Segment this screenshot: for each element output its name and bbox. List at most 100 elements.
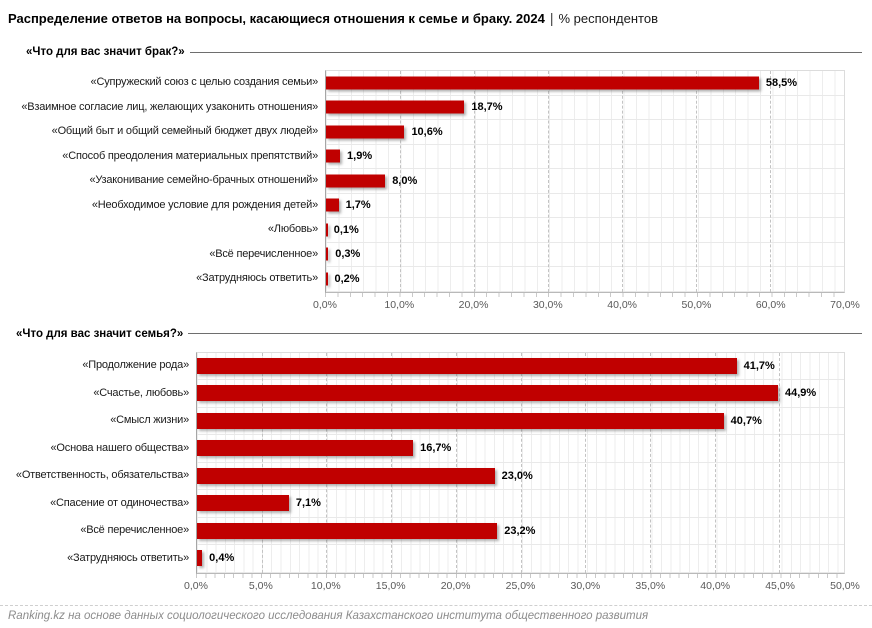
value-label: 18,7% xyxy=(471,101,503,114)
chart-marriage: «Что для вас значит брак?» «Супружеский … xyxy=(8,46,872,313)
gridline-major xyxy=(455,352,457,573)
value-label: 0,3% xyxy=(335,248,361,261)
chart-body: «Супружеский союз с целью создания семьи… xyxy=(8,70,872,313)
value-label: 23,0% xyxy=(501,469,533,482)
category-label: «Продолжение рода» xyxy=(82,359,189,372)
section-rule xyxy=(188,333,862,334)
category-label: «Супружеский союз с целью создания семьи… xyxy=(90,76,319,89)
value-label: 8,0% xyxy=(392,174,418,187)
bar-row: 8,0% xyxy=(326,169,844,194)
chart-body: «Продолжение рода» «Счастье, любовь» «Смыс… xyxy=(8,351,872,594)
gridline-major xyxy=(622,71,623,292)
category-label: «Затрудняюсь ответить» xyxy=(196,272,318,285)
bar-row: 10,6% xyxy=(326,120,844,145)
value-label: 0,1% xyxy=(333,223,359,236)
category-label: «Счастье, любовь» xyxy=(93,386,189,399)
category-axis: «Продолжение рода» «Счастье, любовь» «Смыс… xyxy=(8,352,196,572)
category-label: «Всё перечисленное» xyxy=(209,247,318,260)
x-axis-ticks xyxy=(196,573,845,578)
value-label: 16,7% xyxy=(420,442,452,455)
x-axis-ticks xyxy=(325,292,845,297)
bar xyxy=(326,100,465,114)
bar xyxy=(197,495,289,512)
section-header: «Что для вас значит семья?» xyxy=(16,328,862,340)
gridline-major xyxy=(649,352,651,573)
gridline-major xyxy=(585,352,587,573)
x-axis-tick-label: 50,0% xyxy=(830,579,860,592)
category-label: «Основа нашего общества» xyxy=(50,441,190,454)
x-axis-tick-label: 0,0% xyxy=(184,579,208,592)
chart-family: «Что для вас значит семья?» «Продолжение… xyxy=(8,328,872,594)
category-label: «Спасение от одиночества» xyxy=(50,496,189,509)
bar xyxy=(197,522,498,539)
category-label: «Любовь» xyxy=(267,223,318,236)
x-axis-tick-label: 10,0% xyxy=(384,298,415,311)
bar-row: 0,3% xyxy=(326,243,844,267)
page-title: Распределение ответов на вопросы, касающ… xyxy=(8,10,872,27)
x-axis-tick-label: 35,0% xyxy=(635,579,666,592)
x-axis-tick-label: 45,0% xyxy=(765,579,795,592)
page-title-units: % респондентов xyxy=(558,11,658,26)
footer: Ranking.kz на основе данных социологичес… xyxy=(0,604,872,622)
gridline-major xyxy=(391,352,393,573)
gridline-major xyxy=(770,71,771,292)
x-axis-tick-label: 40,0% xyxy=(607,298,638,311)
plot-column: 58,5% 18,7% 10,6% 1,9% 8,0% 1,7% 0,1% 0,3% 0,2% … xyxy=(313,70,860,313)
value-label: 1,7% xyxy=(345,199,371,212)
bar xyxy=(326,76,759,90)
x-axis-tick-label: 60,0% xyxy=(755,298,786,311)
value-label: 0,2% xyxy=(334,272,360,285)
gridline-major xyxy=(696,71,697,292)
x-axis-labels: 0,0% 10,0% 20,0% 30,0% 40,0% 50,0% 60,0% 70,0% xyxy=(313,298,860,313)
bar-row: 0,1% xyxy=(326,218,844,243)
bar xyxy=(197,550,203,567)
bar xyxy=(197,467,495,484)
section-title: «Что для вас значит семья?» xyxy=(16,327,184,340)
section-title: «Что для вас значит брак?» xyxy=(26,46,185,58)
plot-area: 41,7% 44,9% 40,7% 16,7% 23,0% 7,1% 23,2% 0,4% xyxy=(196,351,845,574)
value-label: 0,4% xyxy=(209,552,235,565)
x-axis-tick-label: 5,0% xyxy=(248,579,273,592)
bar xyxy=(197,412,724,429)
x-axis-tick-label: 15,0% xyxy=(375,579,406,592)
category-label: «Смысл жизни» xyxy=(110,414,189,427)
value-label: 40,7% xyxy=(730,414,762,427)
x-axis-tick-label: 20,0% xyxy=(440,579,471,592)
section-header: «Что для вас значит брак?» xyxy=(26,46,862,58)
value-label: 23,2% xyxy=(504,524,536,537)
bar-row: 18,7% xyxy=(326,96,844,120)
x-axis-tick-label: 70,0% xyxy=(830,298,860,311)
x-axis-tick-label: 50,0% xyxy=(681,298,712,311)
x-axis-tick-label: 10,0% xyxy=(310,579,341,592)
category-label: «Общий быт и общий семейный бюджет двух … xyxy=(51,125,319,138)
category-label: «Способ преодоления материальных препятс… xyxy=(62,149,318,162)
bar xyxy=(197,357,737,374)
bar xyxy=(326,223,328,237)
x-axis-tick-label: 25,0% xyxy=(505,579,536,592)
value-label: 58,5% xyxy=(765,76,798,89)
bar-row: 58,5% xyxy=(326,71,844,96)
x-axis-tick-label: 40,0% xyxy=(700,579,731,592)
bar-row: 0,2% xyxy=(326,267,844,292)
category-axis: «Супружеский союз с целью создания семьи… xyxy=(8,70,325,291)
page-title-main: Распределение ответов на вопросы, касающ… xyxy=(8,11,545,26)
bar xyxy=(197,440,414,457)
gridline-major xyxy=(400,71,401,292)
value-label: 44,9% xyxy=(785,387,817,400)
plot-column: 41,7% 44,9% 40,7% 16,7% 23,0% 7,1% 23,2% 0,4% 0… xyxy=(184,351,860,594)
x-axis-tick-label: 20,0% xyxy=(458,298,489,311)
gridline-major xyxy=(714,352,716,573)
bar xyxy=(326,247,329,261)
bar xyxy=(326,125,405,139)
value-label: 41,7% xyxy=(743,359,775,372)
value-label: 10,6% xyxy=(411,125,443,138)
category-label: «Необходимое условие для рождения детей» xyxy=(91,198,318,211)
category-label: «Затрудняюсь ответить» xyxy=(67,551,189,564)
gridline-major xyxy=(779,352,781,573)
gridline-major xyxy=(474,71,475,292)
value-label: 7,1% xyxy=(295,497,321,510)
section-rule xyxy=(189,51,862,53)
source-note: Ranking.kz на основе данных социологичес… xyxy=(8,609,649,622)
x-axis-tick-label: 30,0% xyxy=(532,298,563,311)
